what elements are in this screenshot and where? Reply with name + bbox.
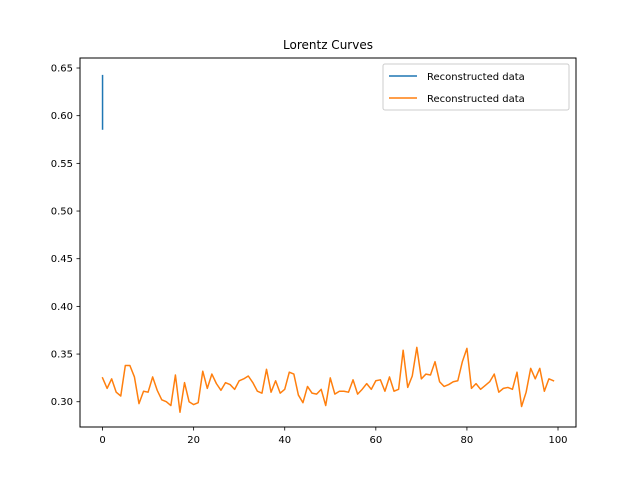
y-tick-label: 0.40 <box>51 302 73 313</box>
axes-frame <box>79 57 577 428</box>
y-tick-label: 0.45 <box>51 254 73 265</box>
x-tick-label: 40 <box>278 435 291 446</box>
y-tick-label: 0.60 <box>51 111 73 122</box>
x-tick-label: 80 <box>461 435 474 446</box>
series-line-2 <box>101 346 555 413</box>
legend-label-1: Reconstructed data <box>427 72 525 83</box>
x-tick-label: 20 <box>187 435 200 446</box>
x-tick-label: 0 <box>99 435 105 446</box>
x-tick-label: 100 <box>548 435 567 446</box>
legend-label-2: Reconstructed data <box>427 94 525 105</box>
x-tick-label: 60 <box>369 435 382 446</box>
x-axis: 0 20 40 60 80 100 <box>99 427 568 446</box>
y-tick-label: 0.35 <box>51 350 73 361</box>
y-axis: 0.30 0.35 0.40 0.45 0.50 0.55 0.60 0.65 <box>51 64 80 408</box>
y-tick-label: 0.30 <box>51 397 73 408</box>
plot-area <box>101 74 555 413</box>
legend-box <box>382 63 570 111</box>
chart-title: Lorentz Curves <box>283 38 373 52</box>
y-tick-label: 0.50 <box>51 207 73 218</box>
y-tick-label: 0.65 <box>51 64 73 75</box>
y-tick-label: 0.55 <box>51 159 73 170</box>
legend: Reconstructed data Reconstructed data <box>382 63 570 111</box>
